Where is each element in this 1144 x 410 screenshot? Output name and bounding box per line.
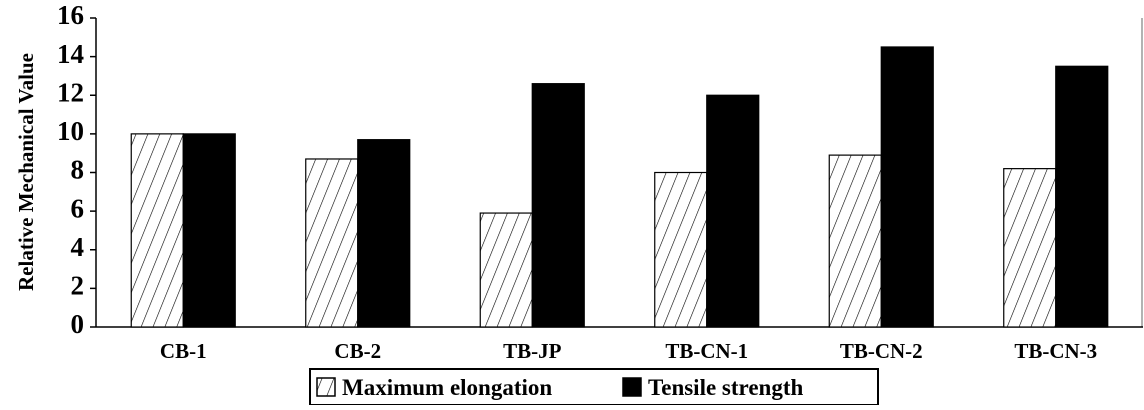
- bar-tensile-strength-tb-cn-1: [706, 94, 760, 328]
- bar-tensile-strength-tb-jp: [531, 83, 585, 328]
- x-tick-label: CB-1: [160, 339, 207, 363]
- y-tick-label: 0: [71, 309, 85, 339]
- y-tick-label: 2: [71, 271, 85, 301]
- y-tick-label: 16: [57, 0, 84, 30]
- y-tick-label: 8: [71, 155, 85, 185]
- bar-maximum-elongation-tb-jp: [479, 212, 533, 328]
- legend: Maximum elongation Tensile strength: [309, 368, 879, 406]
- legend-label-tensile-strength: Tensile strength: [648, 375, 803, 400]
- y-tick-label: 14: [57, 39, 84, 69]
- bar-tensile-strength-cb-1: [182, 133, 236, 328]
- y-tick-label: 12: [57, 77, 84, 107]
- category-labels: CB-1 CB-2 TB-JP TB-CN-1 TB-CN-2 TB-CN-3: [160, 339, 1097, 363]
- y-tick-label: 4: [71, 232, 85, 262]
- bars: [130, 46, 1109, 328]
- y-ticks: 0 2 4 6 8 10 12 14 16: [57, 0, 96, 339]
- bar-tensile-strength-tb-cn-2: [880, 46, 934, 328]
- bar-maximum-elongation-cb-2: [305, 158, 359, 328]
- legend-swatch-tensile-strength: [622, 377, 642, 397]
- y-tick-label: 6: [71, 193, 85, 223]
- bar-maximum-elongation-tb-cn-1: [654, 171, 708, 328]
- legend-box: [309, 368, 879, 406]
- axes: [95, 18, 1143, 328]
- x-tick-label: TB-CN-1: [665, 339, 748, 363]
- x-tick-label: TB-CN-2: [840, 339, 923, 363]
- bar-maximum-elongation-tb-cn-2: [828, 154, 882, 328]
- y-axis-label: Relative Mechanical Value: [14, 53, 38, 291]
- legend-label-maximum-elongation: Maximum elongation: [342, 375, 552, 400]
- legend-swatch-maximum-elongation: [316, 377, 336, 397]
- bar-maximum-elongation-tb-cn-3: [1003, 168, 1057, 328]
- bar-tensile-strength-tb-cn-3: [1055, 65, 1109, 328]
- x-tick-label: TB-JP: [503, 339, 562, 363]
- x-tick-label: TB-CN-3: [1014, 339, 1097, 363]
- y-tick-label: 10: [57, 116, 84, 146]
- bar-maximum-elongation-cb-1: [130, 133, 184, 328]
- x-tick-label: CB-2: [334, 339, 381, 363]
- bar-tensile-strength-cb-2: [357, 139, 411, 328]
